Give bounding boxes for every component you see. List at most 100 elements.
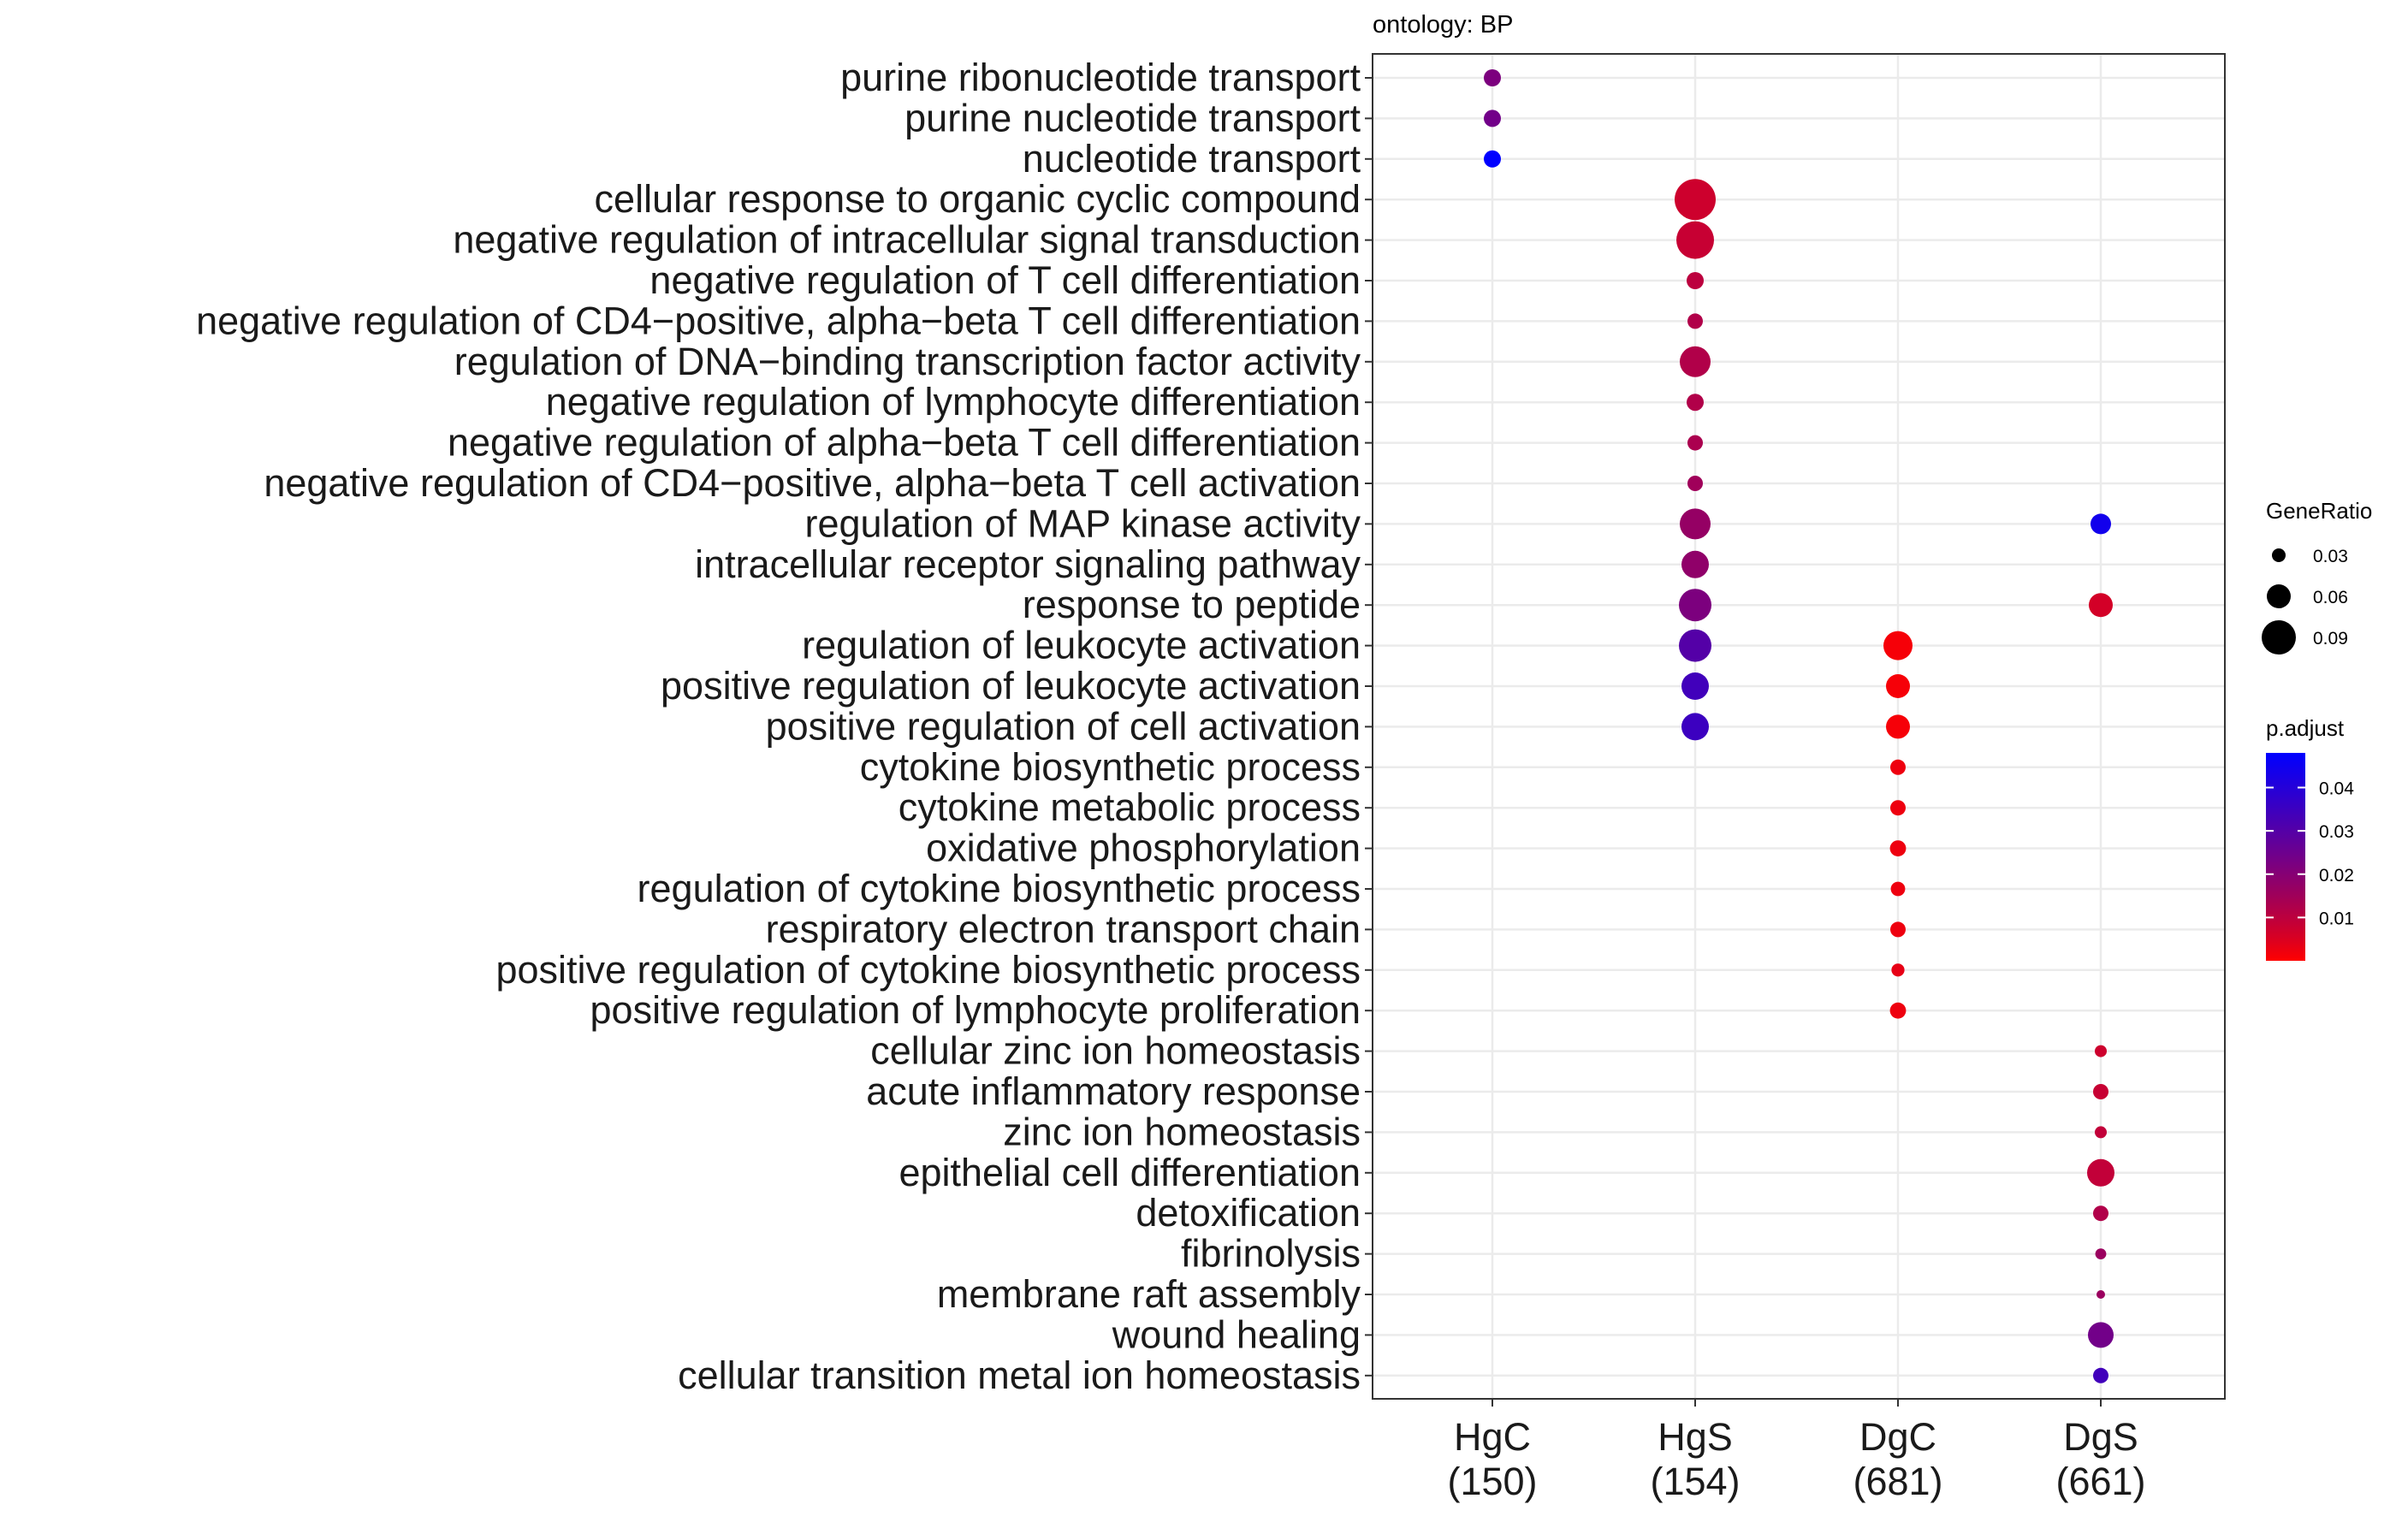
chart-title: ontology: BP — [1373, 11, 1513, 38]
size-legend-label: 0.06 — [2313, 588, 2348, 607]
data-point — [1889, 840, 1907, 856]
size-legend-label: 0.03 — [2313, 547, 2348, 566]
data-point — [2095, 1126, 2107, 1139]
y-tick-label: acute inflammatory response — [866, 1069, 1361, 1113]
data-point — [1680, 508, 1711, 540]
data-point — [1681, 713, 1709, 741]
data-point — [1890, 800, 1906, 816]
x-tick-label: HgC — [1454, 1415, 1531, 1459]
data-point — [1681, 550, 1709, 578]
data-point — [1886, 714, 1910, 739]
y-tick-label: epithelial cell differentiation — [898, 1151, 1361, 1194]
data-point — [2093, 1367, 2108, 1383]
y-tick-label: positive regulation of leukocyte activat… — [661, 664, 1361, 708]
y-tick-label: regulation of DNA−binding transcription … — [454, 340, 1361, 383]
y-tick-label: negative regulation of CD4−positive, alp… — [196, 299, 1361, 342]
y-tick-label: positive regulation of cytokine biosynth… — [495, 948, 1361, 992]
y-tick-label: nucleotide transport — [1023, 137, 1361, 181]
gene-ratio-legend: GeneRatio 0.03 0.06 0.09 — [2262, 498, 2372, 654]
colorbar-tick-label: 0.03 — [2319, 822, 2354, 842]
data-point — [1890, 921, 1906, 938]
p-adjust-legend: p.adjust 0.01 0.02 0.03 0.04 — [2266, 715, 2354, 961]
x-axis-group-labels: HgC(150) HgS(154) DgC(681) DgS(661) — [1447, 1399, 2146, 1503]
data-point — [1890, 881, 1906, 897]
data-point — [1687, 435, 1703, 451]
y-tick-label: purine ribonucleotide transport — [840, 56, 1361, 99]
y-tick-label: detoxification — [1136, 1191, 1361, 1235]
y-tick-label: regulation of cytokine biosynthetic proc… — [638, 867, 1361, 910]
data-point — [2089, 593, 2113, 618]
x-tick-label: HgS — [1658, 1415, 1733, 1459]
y-tick-label: cellular response to organic cyclic comp… — [595, 177, 1361, 221]
y-tick-label: regulation of leukocyte activation — [802, 624, 1361, 667]
y-tick-label: cellular zinc ion homeostasis — [870, 1029, 1361, 1073]
data-point — [1890, 759, 1906, 775]
y-tick-label: zinc ion homeostasis — [1003, 1110, 1361, 1153]
data-point — [1886, 674, 1910, 698]
data-point — [2091, 513, 2111, 535]
p-adjust-colorbar — [2266, 753, 2305, 961]
data-point — [2088, 1322, 2114, 1348]
data-point — [1680, 346, 1711, 377]
x-tick-label: DgS — [2063, 1415, 2138, 1459]
x-tick-label: DgC — [1859, 1415, 1936, 1459]
data-point — [2087, 1158, 2114, 1187]
x-tick-count-label: (681) — [1853, 1460, 1942, 1503]
y-tick-label: negative regulation of alpha−beta T cell… — [448, 421, 1361, 465]
data-points — [1484, 69, 2114, 1383]
x-tick-count-label: (150) — [1447, 1460, 1537, 1503]
data-point — [2095, 1045, 2107, 1057]
grid-lines — [1373, 54, 2225, 1399]
p-adjust-legend-title: p.adjust — [2266, 715, 2345, 741]
data-point — [1687, 476, 1703, 491]
gene-ratio-legend-title: GeneRatio — [2266, 498, 2372, 524]
data-point — [1687, 394, 1704, 412]
y-tick-label: positive regulation of lymphocyte prolif… — [590, 988, 1361, 1032]
x-tick-count-label: (661) — [2055, 1460, 2145, 1503]
x-tick-count-label: (154) — [1650, 1460, 1740, 1503]
y-tick-label: cytokine biosynthetic process — [860, 745, 1361, 789]
y-tick-label: positive regulation of cell activation — [766, 704, 1361, 748]
data-point — [1889, 1002, 1907, 1019]
y-tick-label: cellular transition metal ion homeostasi… — [678, 1353, 1361, 1397]
data-point — [1484, 150, 1501, 168]
y-tick-label: intracellular receptor signaling pathway — [695, 542, 1361, 586]
data-point — [1883, 631, 1913, 660]
data-point — [2093, 1205, 2108, 1222]
y-tick-label: membrane raft assembly — [937, 1272, 1361, 1316]
data-point — [1687, 313, 1703, 329]
size-legend-label: 0.09 — [2313, 629, 2348, 649]
y-tick-label: oxidative phosphorylation — [926, 826, 1361, 870]
data-point — [1484, 110, 1501, 127]
data-point — [1679, 589, 1711, 622]
data-point — [1679, 629, 1711, 662]
y-tick-label: purine nucleotide transport — [904, 96, 1361, 139]
data-point — [1675, 179, 1716, 221]
colorbar-tick-label: 0.04 — [2319, 779, 2354, 799]
colorbar-tick-label: 0.02 — [2319, 866, 2354, 886]
y-tick-label: negative regulation of CD4−positive, alp… — [264, 461, 1361, 505]
size-legend-key — [2267, 584, 2291, 608]
y-tick-label: fibrinolysis — [1181, 1232, 1361, 1276]
data-point — [1687, 272, 1704, 289]
data-point — [2093, 1084, 2108, 1099]
data-point — [2096, 1290, 2105, 1299]
y-tick-label: respiratory electron transport chain — [766, 907, 1361, 951]
data-point — [1891, 963, 1905, 977]
y-tick-label: negative regulation of T cell differenti… — [649, 258, 1361, 302]
y-tick-label: wound healing — [1112, 1312, 1361, 1356]
data-point — [1676, 221, 1714, 259]
data-point — [2095, 1248, 2107, 1259]
colorbar-tick-label: 0.01 — [2319, 909, 2354, 928]
data-point — [1681, 672, 1709, 700]
data-point — [1484, 69, 1501, 86]
y-tick-label: cytokine metabolic process — [898, 785, 1361, 829]
y-tick-label: response to peptide — [1023, 583, 1361, 626]
y-tick-label: negative regulation of intracellular sig… — [453, 218, 1361, 262]
size-legend-key — [2272, 548, 2286, 562]
size-legend-key — [2262, 620, 2296, 654]
y-tick-label: regulation of MAP kinase activity — [805, 501, 1361, 545]
y-tick-label: negative regulation of lymphocyte differ… — [546, 380, 1361, 424]
